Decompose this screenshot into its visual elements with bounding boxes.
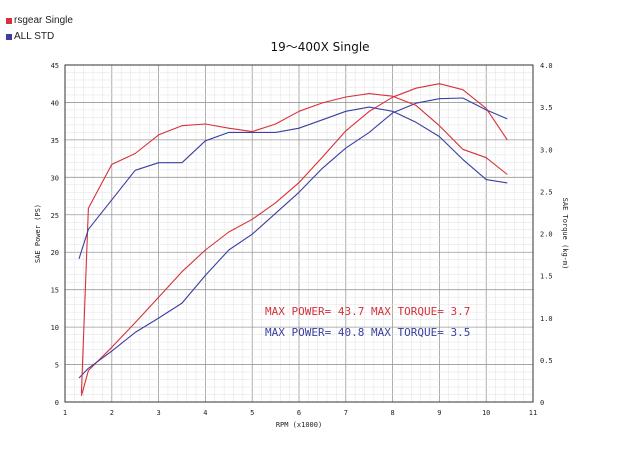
y-right-tick-label: 2.5 xyxy=(540,188,553,196)
y-right-tick-label: 3.0 xyxy=(540,146,553,154)
y-right-tick-label: 1.0 xyxy=(540,315,553,323)
chart-title: 19～400X Single xyxy=(270,40,370,54)
y-right-tick-label: 3.5 xyxy=(540,104,553,112)
series-line-all-std-torque xyxy=(78,106,508,259)
legend-item-rsgear: rsgear Single xyxy=(6,15,73,26)
y-right-tick-label: 2.0 xyxy=(540,231,553,239)
x-tick-label: 10 xyxy=(482,409,490,417)
y-left-tick-label: 30 xyxy=(51,174,59,182)
series-line-all-std-power xyxy=(78,97,508,379)
y-left-axis-label: SAE Power (PS) xyxy=(34,204,42,263)
plot-frame xyxy=(64,64,534,403)
x-tick-label: 6 xyxy=(297,409,301,417)
y-left-tick-label: 45 xyxy=(51,62,59,70)
annotation-max-power-rsgear: MAX POWER= 43.7 xyxy=(265,305,364,318)
legend-label-rsgear: rsgear Single xyxy=(14,15,73,26)
y-left-tick-label: 10 xyxy=(51,324,59,332)
y-right-tick-label: 4.0 xyxy=(540,62,553,70)
series-line-rsgear-power xyxy=(80,83,508,397)
y-left-tick-label: 25 xyxy=(51,212,59,220)
series-line-rsgear-torque xyxy=(80,93,508,394)
x-tick-label: 7 xyxy=(344,409,348,417)
annotation-max-power-all-std: MAX POWER= 40.8 xyxy=(265,326,364,339)
y-left-tick-label: 15 xyxy=(51,287,59,295)
annotation-max-torque-rsgear: MAX TORQUE= 3.7 xyxy=(371,305,470,318)
y-left-tick-label: 0 xyxy=(55,399,59,407)
legend-item-all-std: ALL STD xyxy=(6,31,54,42)
x-axis-label: RPM (x1000) xyxy=(276,421,322,429)
y-right-tick-label: 1.5 xyxy=(540,273,553,281)
y-left-tick-label: 20 xyxy=(51,249,59,257)
x-tick-label: 4 xyxy=(203,409,207,417)
x-tick-label: 5 xyxy=(250,409,254,417)
y-left-tick-label: 35 xyxy=(51,137,59,145)
x-tick-label: 3 xyxy=(156,409,160,417)
legend-swatch-all-std xyxy=(6,33,12,40)
y-right-tick-label: 0.5 xyxy=(540,357,553,365)
y-left-tick-label: 5 xyxy=(55,362,59,370)
legend-swatch-rsgear xyxy=(6,17,12,24)
legend-label-all-std: ALL STD xyxy=(14,31,55,42)
y-left-tick-label: 40 xyxy=(51,99,59,107)
annotation-max-torque-all-std: MAX TORQUE= 3.5 xyxy=(371,326,470,339)
x-tick-label: 11 xyxy=(529,409,537,417)
y-right-tick-label: 0 xyxy=(540,399,544,407)
x-tick-label: 2 xyxy=(110,409,114,417)
x-tick-label: 9 xyxy=(437,409,441,417)
y-right-axis-label: SAE Torque (kg-m) xyxy=(561,198,569,270)
x-tick-label: 8 xyxy=(390,409,394,417)
x-tick-label: 1 xyxy=(63,409,67,417)
